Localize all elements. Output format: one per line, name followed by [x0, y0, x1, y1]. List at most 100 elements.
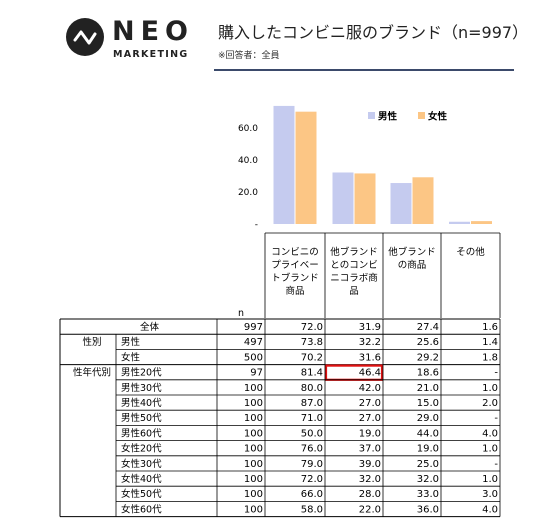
group-label: 性年代別 [73, 367, 111, 379]
table-cell-value: 58.0 [301, 504, 323, 515]
row-label: 女性40代 [121, 473, 162, 485]
table-cell-value: 1.6 [482, 322, 498, 333]
n-column-header: n [238, 308, 244, 319]
table-cell-value: 50.0 [301, 428, 323, 439]
y-tick-label: 40.0 [238, 156, 258, 166]
legend-swatch [368, 112, 375, 119]
table-cell-value: 29.2 [417, 352, 439, 363]
respondent-note: ※回答者：全員 [218, 51, 280, 61]
table-cell-value: 80.0 [301, 383, 323, 394]
table-cell-value: 39.0 [359, 459, 381, 470]
page-title: 購入したコンビニ服のブランド（n=997） [218, 23, 529, 42]
table-cell-value: 37.0 [359, 444, 381, 455]
bar-female [295, 111, 317, 224]
category-label: その他 [456, 246, 485, 258]
n-value: 997 [244, 322, 263, 333]
table-cell-value: 1.0 [482, 444, 498, 455]
table-cell-value: 27.4 [417, 322, 439, 333]
table-cell-value: 32.2 [359, 337, 381, 348]
y-tick-label: 60.0 [238, 124, 258, 134]
table-cell-value: 21.0 [417, 383, 439, 394]
table-cell-value: 36.0 [417, 504, 439, 515]
bar-male [273, 105, 295, 224]
title-underline [214, 69, 514, 71]
table-cell-value: 31.9 [359, 322, 381, 333]
bar-male [449, 221, 470, 224]
row-label: 女性20代 [121, 443, 162, 455]
row-label: 女性50代 [121, 488, 162, 500]
table-cell-value: 25.6 [417, 337, 439, 348]
table-cell-value: 1.8 [482, 352, 498, 363]
bar-male [390, 183, 412, 224]
table-cell-value: 66.0 [301, 489, 323, 500]
table-cell-value: - [494, 368, 498, 379]
category-label: とのコンビ [330, 260, 377, 271]
n-value: 100 [244, 459, 263, 470]
legend-label: 男性 [378, 111, 398, 123]
category-label: 他ブランド [330, 246, 378, 258]
n-value: 100 [244, 413, 263, 424]
bar-male [332, 172, 354, 224]
n-value: 100 [244, 474, 263, 485]
table-cell-value: 44.0 [417, 428, 439, 439]
y-tick-label: - [255, 220, 258, 230]
logo-subtitle: MARKETING [113, 49, 189, 60]
table-cell-value: 2.0 [482, 398, 498, 409]
row-label: 男性60代 [121, 427, 162, 439]
bar-female [354, 173, 376, 224]
bar-female [412, 177, 434, 224]
row-label: 女性 [121, 351, 141, 363]
table-cell-value: 15.0 [417, 398, 439, 409]
n-value: 497 [244, 337, 263, 348]
row-label: 女性60代 [121, 503, 162, 515]
logo-pulse-icon [66, 18, 104, 56]
n-value: 100 [244, 428, 263, 439]
table-cell-value: 73.8 [301, 337, 323, 348]
category-label: 品 [349, 286, 359, 297]
category-label: 商品 [285, 285, 304, 297]
row-label: 男性40代 [121, 397, 162, 409]
table-cell-value: 22.0 [359, 504, 381, 515]
neo-marketing-logo: NEO MARKETING [66, 16, 196, 66]
category-label: コンビニの [271, 247, 319, 258]
table-cell-value: 33.0 [417, 489, 439, 500]
bar-female [471, 221, 492, 224]
n-value: 100 [244, 489, 263, 500]
table-cell-value: 1.4 [482, 337, 498, 348]
row-label: 女性30代 [121, 458, 162, 470]
legend-label: 女性 [428, 111, 448, 123]
table-cell-value: 27.0 [359, 413, 381, 424]
n-value: 97 [250, 368, 263, 379]
table-cell-value: 19.0 [359, 428, 381, 439]
table-cell-value: 72.0 [301, 322, 323, 333]
table-cell-value: 19.0 [417, 444, 439, 455]
table-cell-value: 25.0 [417, 459, 439, 470]
n-value: 100 [244, 444, 263, 455]
row-label: 男性 [121, 336, 141, 348]
category-label: の商品 [398, 259, 427, 271]
category-label: 他ブランド [388, 246, 436, 258]
table-cell-value: 1.0 [482, 474, 498, 485]
table-cell-value: 32.0 [359, 474, 381, 485]
table-cell-value: 1.0 [482, 383, 498, 394]
table-cell-value: 4.0 [482, 428, 498, 439]
category-label: ニコラボ商 [330, 272, 378, 284]
row-label: 男性30代 [121, 382, 162, 394]
table-cell-value: 3.0 [482, 489, 498, 500]
n-value: 100 [244, 398, 263, 409]
n-value: 500 [244, 352, 263, 363]
logo-wordmark: NEO [112, 16, 194, 47]
table-cell-value: 87.0 [301, 398, 323, 409]
row-label: 男性50代 [121, 412, 162, 424]
table-cell-value: - [494, 459, 498, 470]
table-cell-value: 46.4 [359, 368, 381, 379]
n-value: 100 [244, 383, 263, 394]
table-cell-value: 76.0 [301, 444, 323, 455]
table-cell-value: 72.0 [301, 474, 323, 485]
table-cell-value: 70.2 [301, 352, 323, 363]
table-cell-value: 31.6 [359, 352, 381, 363]
table-cell-value: 28.0 [359, 489, 381, 500]
legend-swatch [418, 112, 425, 119]
category-label: プライベー [271, 260, 319, 271]
